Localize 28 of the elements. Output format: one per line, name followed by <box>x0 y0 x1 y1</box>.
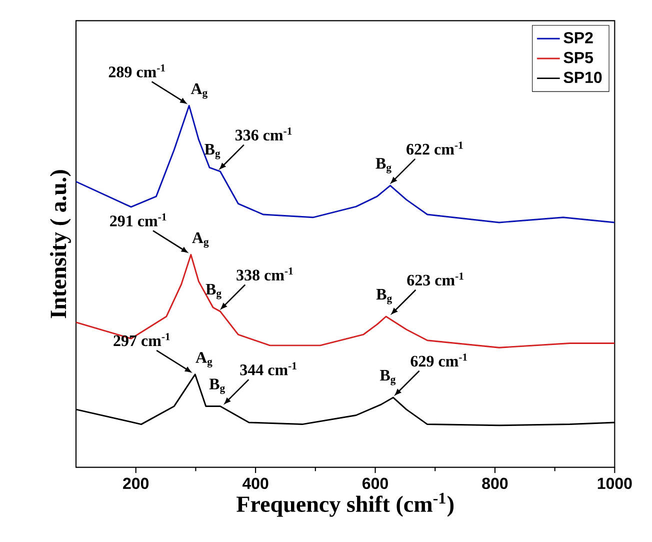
annotation: 344 cm$^{-1}$ <box>240 362 296 376</box>
annotation: 622 cm$^{-1}$ <box>406 142 463 155</box>
x-tick-label: 1000 <box>598 478 632 490</box>
x-tick-label: 200 <box>123 478 149 490</box>
y-axis-title: Intensity ( a.u.) <box>50 170 71 318</box>
annotation: 338 cm$^{-1}$ <box>236 268 293 281</box>
annotation: A$_{g}$ <box>190 83 208 99</box>
x-tick-label: 800 <box>482 478 508 490</box>
annotation: 289 cm$^{-1}$ <box>108 64 165 78</box>
x-tick-label: 400 <box>242 478 268 490</box>
annotation: B$_{g}$ <box>204 144 220 160</box>
legend-label: SP5 <box>564 52 594 64</box>
legend-label: SP10 <box>564 72 602 84</box>
annotation: B$_{g}$ <box>380 370 396 386</box>
legend-label: SP2 <box>564 32 593 44</box>
x-axis-title: Frequency shift (cm$^{-1}$) <box>236 492 454 517</box>
annotation: 336 cm$^{-1}$ <box>235 128 292 141</box>
annotation: 297 cm$^{-1}$ <box>114 333 170 346</box>
annotation: 291 cm$^{-1}$ <box>110 213 166 226</box>
annotation: A$_{g}$ <box>196 352 212 368</box>
annotation: A$_{g}$ <box>192 232 209 248</box>
annotation: B$_{g}$ <box>376 289 392 304</box>
annotation: B$_{g}$ <box>376 158 392 174</box>
annotation: 623 cm$^{-1}$ <box>407 272 464 286</box>
x-tick-label: 600 <box>362 478 388 490</box>
annotation: 629 cm$^{-1}$ <box>410 354 467 367</box>
annotation: B$_{g}$ <box>206 284 222 300</box>
annotation: B$_{g}$ <box>209 378 225 394</box>
